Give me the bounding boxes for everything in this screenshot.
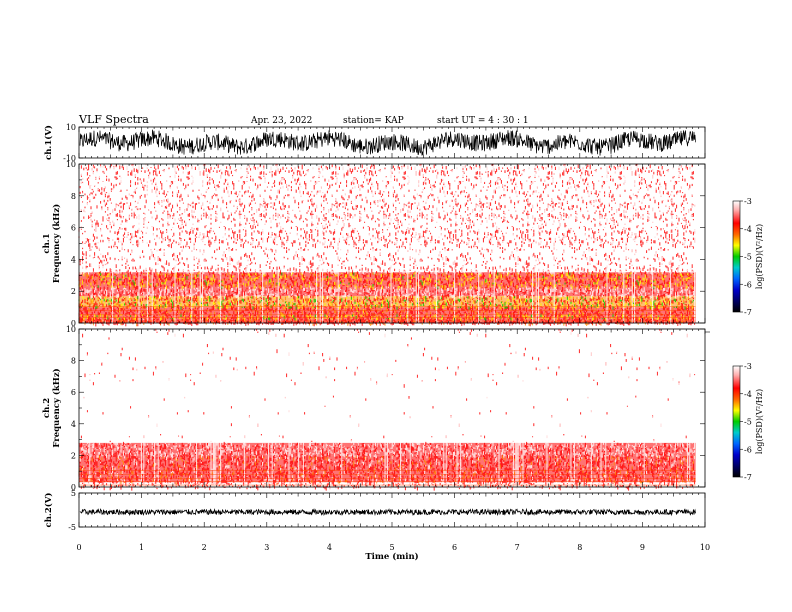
y-tick-label: 4 xyxy=(71,255,76,264)
y-tick-label: 10 xyxy=(66,160,76,169)
x-tick-label: 10 xyxy=(700,543,710,552)
time-axis: 0 1 2 3 4 5 6 7 8 9 10 Time (min) xyxy=(76,543,710,562)
colorbar-tick-label: -4 xyxy=(744,225,752,234)
y-tick-label: 8 xyxy=(71,192,76,201)
ch2-waveform-line xyxy=(79,507,696,517)
y-axis-label: Frequency (kHz) xyxy=(51,204,62,283)
ch1-waveform-panel: 10 -10 ch.1(V) xyxy=(43,123,706,163)
date-label: Apr. 23, 2022 xyxy=(250,116,312,126)
x-tick-label: 7 xyxy=(515,543,520,552)
x-axis-label: Time (min) xyxy=(365,551,418,562)
y-tick-label: 6 xyxy=(71,388,76,397)
x-tick-label: 0 xyxy=(76,543,81,552)
colorbar-tick-label: -5 xyxy=(744,418,752,427)
figure-title: VLF Spectra xyxy=(78,113,149,126)
colorbar-gradient xyxy=(732,200,741,313)
y-tick-label: 8 xyxy=(71,357,76,366)
y-axis-label: ch.1(V) xyxy=(43,125,54,160)
y-tick-label: 10 xyxy=(66,123,76,132)
colorbar-tick-label: -3 xyxy=(744,197,752,206)
x-tick-label: 1 xyxy=(139,543,144,552)
y-tick-label: 0 xyxy=(71,319,76,328)
colorbar-tick-label: -6 xyxy=(744,445,752,454)
x-tick-label: 2 xyxy=(202,543,207,552)
colorbar-tick-label: -7 xyxy=(744,308,752,317)
y-tick-label: 0 xyxy=(71,483,76,492)
x-tick-label: 8 xyxy=(577,543,582,552)
colorbar-tick-label: -6 xyxy=(744,280,752,289)
x-tick-label: 6 xyxy=(452,543,457,552)
colorbar-gradient xyxy=(732,365,741,478)
y-axis-label: ch.2(V) xyxy=(43,493,54,528)
y-tick-label: 2 xyxy=(71,287,76,296)
colorbar-label: log(PSD)(V²/Hz) xyxy=(755,224,764,289)
ch1-colorbar: -3 -4 -5 -6 -7 log(PSD)(V²/Hz) xyxy=(732,197,764,317)
colorbar-tick-label: -7 xyxy=(744,473,752,482)
ch2-waveform-panel: 5 -5 ch.2(V) xyxy=(43,489,706,532)
y-axis-label: Frequency (kHz) xyxy=(51,368,62,447)
y-tick-label: -5 xyxy=(68,523,76,532)
ch2-spectrogram-panel: 0 2 4 6 8 10 ch.2 Frequency (kHz) xyxy=(42,325,710,492)
x-tick-label: 4 xyxy=(327,543,332,552)
y-tick-label: 10 xyxy=(66,325,76,334)
x-tick-label: 3 xyxy=(264,543,269,552)
y-tick-label: 4 xyxy=(71,420,76,429)
start-time-label: start UT = 4 : 30 : 1 xyxy=(437,116,529,126)
colorbar-tick-label: -5 xyxy=(744,253,752,262)
x-tick-label: 5 xyxy=(389,543,394,552)
narrowband-lines xyxy=(79,306,696,322)
x-tick-label: 9 xyxy=(640,543,645,552)
narrowband-lines xyxy=(79,470,696,486)
y-tick-label: 5 xyxy=(71,489,76,498)
spectral-band xyxy=(79,313,696,319)
spectrogram-texture xyxy=(78,164,696,327)
y-tick-label: -10 xyxy=(63,154,76,163)
y-axis-label-channel: ch.1 xyxy=(42,233,52,253)
y-axis-label-channel: ch.2 xyxy=(42,398,52,418)
y-tick-label: 6 xyxy=(71,224,76,233)
station-label: station= KAP xyxy=(343,116,404,126)
ch2-colorbar: -3 -4 -5 -6 -7 log(PSD)(V²/Hz) xyxy=(732,362,764,482)
colorbar-tick-label: -4 xyxy=(744,390,752,399)
ch1-spectrogram-panel: 0 2 4 6 8 10 ch.1 Frequency (kHz) xyxy=(42,160,706,328)
colorbar-label: log(PSD)(V²/Hz) xyxy=(755,389,764,454)
y-tick-label: 2 xyxy=(71,451,76,460)
colorbar-tick-label: -3 xyxy=(744,362,752,371)
ch1-waveform-line xyxy=(79,129,696,156)
